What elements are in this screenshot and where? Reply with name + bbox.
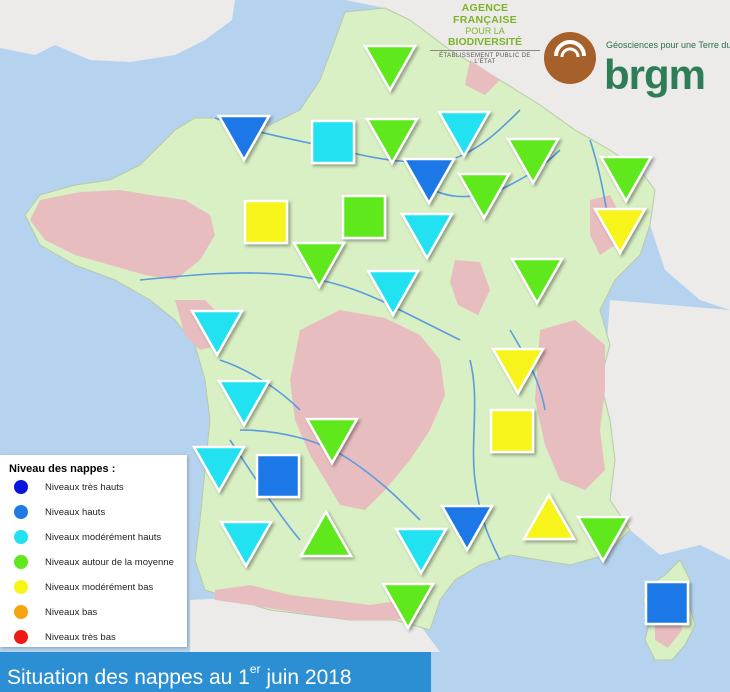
indicator-midi-pyrenees-trend-up-icon bbox=[298, 509, 354, 558]
afb-logo-line2a: POUR LA bbox=[465, 26, 505, 36]
indicators-layer bbox=[189, 44, 690, 631]
indicator-champagne-sud-trend-down-icon bbox=[456, 172, 512, 221]
indicator-champagne-nord-trend-down-icon bbox=[436, 110, 492, 159]
indicator-ardennes-lorraine-trend-down-icon bbox=[505, 137, 561, 186]
indicator-picardie-trend-down-icon bbox=[364, 117, 420, 166]
indicator-ile-de-france-trend-down-icon bbox=[401, 157, 457, 206]
caption-sup: er bbox=[249, 662, 261, 676]
afb-logo-line2b: BIODIVERSITÉ bbox=[447, 36, 523, 48]
legend-title: Niveau des nappes : bbox=[9, 463, 116, 475]
rivers bbox=[139, 109, 611, 561]
afb-logo-line3: ÉTABLISSEMENT PUBLIC DE L'ÉTAT bbox=[430, 50, 540, 65]
legend-item-bas: Niveaux bas bbox=[14, 604, 97, 620]
massif-central bbox=[290, 310, 445, 510]
brgm-logo: Géosciences pour une Terre durable brgm bbox=[542, 26, 730, 106]
legend-swatch-icon bbox=[14, 605, 28, 619]
indicator-nord-pas-de-calais-trend-down-icon bbox=[362, 44, 418, 93]
indicator-pyrenees-orientales-trend-down-icon bbox=[380, 582, 436, 631]
alps-relief bbox=[535, 320, 605, 490]
neighbor-north-east bbox=[345, 0, 730, 310]
legend-swatch-icon bbox=[14, 580, 28, 594]
indicator-limousin-trend-down-icon bbox=[304, 417, 360, 466]
legend-label: Niveaux très hauts bbox=[45, 481, 124, 493]
indicator-berry-trend-down-icon bbox=[365, 269, 421, 318]
indicator-provence-trend-up-icon bbox=[521, 492, 577, 541]
indicator-gironde-trend-down-icon bbox=[191, 445, 247, 494]
legend-label: Niveaux très bas bbox=[45, 631, 116, 643]
legend: Niveau des nappes : Niveaux très hauts Ni… bbox=[0, 455, 187, 647]
indicator-landes-trend-stable-icon bbox=[255, 453, 301, 499]
indicator-vendee-trend-down-icon bbox=[189, 309, 245, 358]
indicator-pays-basque-trend-down-icon bbox=[218, 520, 274, 569]
legend-item-tres-bas: Niveaux très bas bbox=[14, 629, 116, 645]
indicator-bourgogne-trend-down-icon bbox=[509, 257, 565, 306]
map-caption: Situation des nappes au 1er juin 2018 bbox=[0, 652, 431, 692]
indicator-beauce-trend-stable-icon bbox=[341, 194, 387, 240]
indicator-touraine-trend-down-icon bbox=[291, 241, 347, 290]
legend-label: Niveaux modérément hauts bbox=[45, 531, 162, 543]
legend-label: Niveaux hauts bbox=[45, 506, 106, 518]
indicator-charentes-trend-down-icon bbox=[216, 379, 272, 428]
indicator-alpes-maritimes-trend-down-icon bbox=[575, 515, 631, 564]
indicator-maine-trend-stable-icon bbox=[243, 199, 289, 245]
brgm-tagline: Géosciences pour une Terre durable bbox=[606, 40, 730, 50]
legend-swatch-icon bbox=[14, 505, 28, 519]
indicator-rhone-nord-trend-down-icon bbox=[490, 347, 546, 396]
legend-label: Niveaux modérément bas bbox=[45, 581, 154, 593]
legend-swatch-icon bbox=[14, 480, 28, 494]
indicator-herault-trend-down-icon bbox=[439, 504, 495, 553]
legend-item-tres-hauts: Niveaux très hauts bbox=[14, 479, 124, 495]
caption-end: juin 2018 bbox=[260, 666, 352, 689]
legend-item-moderement-bas: Niveaux modérément bas bbox=[14, 579, 153, 595]
afb-logo-line1: AGENCE FRANÇAISE bbox=[453, 2, 517, 26]
afb-logo: AGENCE FRANÇAISE POUR LA BIODIVERSITÉ ÉT… bbox=[430, 2, 540, 65]
indicator-loiret-trend-down-icon bbox=[399, 212, 455, 261]
legend-label: Niveaux autour de la moyenne bbox=[45, 556, 174, 568]
caption-main: Situation des nappes au 1 bbox=[7, 666, 250, 689]
legend-swatch-icon bbox=[14, 530, 28, 544]
legend-swatch-icon bbox=[14, 630, 28, 644]
indicator-haute-normandie-trend-stable-icon bbox=[310, 119, 356, 165]
neighbor-england bbox=[0, 0, 235, 62]
neighbor-spain bbox=[190, 598, 440, 652]
indicator-rhone-alpes-trend-stable-icon bbox=[489, 408, 535, 454]
legend-label: Niveaux bas bbox=[45, 606, 98, 618]
indicator-basse-normandie-trend-down-icon bbox=[216, 114, 272, 163]
legend-swatch-icon bbox=[14, 555, 28, 569]
neighbor-italy bbox=[600, 300, 730, 560]
brgm-emblem-icon bbox=[544, 32, 596, 84]
afb-logo-line2: POUR LA BIODIVERSITÉ bbox=[430, 26, 540, 48]
ardennes bbox=[465, 60, 500, 95]
indicator-vosges-trend-down-icon bbox=[592, 207, 648, 256]
indicator-alsace-trend-down-icon bbox=[598, 155, 654, 204]
indicator-corse-trend-stable-icon bbox=[644, 580, 690, 626]
legend-item-moyenne: Niveaux autour de la moyenne bbox=[14, 554, 174, 570]
legend-item-moderement-hauts: Niveaux modérément hauts bbox=[14, 529, 161, 545]
morvan bbox=[450, 260, 490, 315]
legend-item-hauts: Niveaux hauts bbox=[14, 504, 105, 520]
indicator-aude-trend-down-icon bbox=[393, 527, 449, 576]
pyrenees-relief bbox=[215, 585, 420, 620]
brgm-wordmark: brgm bbox=[604, 51, 706, 98]
armorique bbox=[30, 190, 215, 280]
